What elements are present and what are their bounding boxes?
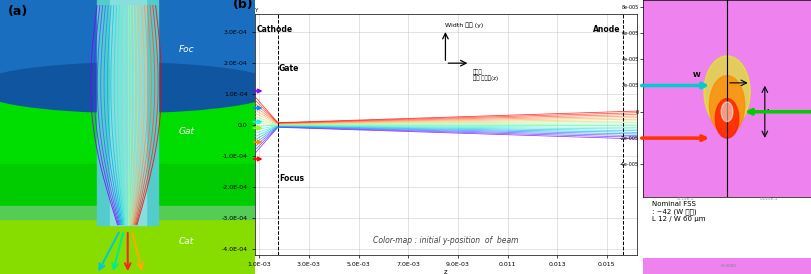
Bar <box>97 0 158 225</box>
Text: -0.15e-3: -0.15e-3 <box>676 197 693 201</box>
Text: Focus: Focus <box>279 175 304 183</box>
Text: L: L <box>766 109 770 114</box>
Text: Color-map : initial y-position  of  beam: Color-map : initial y-position of beam <box>373 236 519 245</box>
Text: ~0.0000: ~0.0000 <box>718 264 736 268</box>
Text: Width 방향 (y): Width 방향 (y) <box>445 22 483 28</box>
Ellipse shape <box>0 63 281 112</box>
Text: Anode: Anode <box>593 25 620 34</box>
Ellipse shape <box>704 56 750 128</box>
Text: Cat: Cat <box>178 237 194 246</box>
Text: Nominal FSS
: ~42 (W 기준)
L 12 / W 60 μm: Nominal FSS : ~42 (W 기준) L 12 / W 60 μm <box>651 201 705 222</box>
Bar <box>109 0 146 225</box>
Text: Y: Y <box>254 8 257 13</box>
Ellipse shape <box>715 99 739 138</box>
Bar <box>0 82 255 170</box>
Ellipse shape <box>721 102 733 122</box>
Text: W: W <box>693 72 700 78</box>
Text: (b): (b) <box>233 0 253 11</box>
Text: Foc: Foc <box>178 45 195 54</box>
Text: 전자충
중심 축방향(z): 전자충 중심 축방향(z) <box>473 69 498 81</box>
X-axis label: z: z <box>444 269 448 274</box>
Text: Gate: Gate <box>279 64 299 73</box>
Bar <box>0 0 255 88</box>
Bar <box>0 208 255 274</box>
Ellipse shape <box>710 76 744 135</box>
Text: (a): (a) <box>7 5 28 18</box>
Text: Gat: Gat <box>178 127 195 136</box>
Bar <box>0 206 255 219</box>
Text: Cathode: Cathode <box>257 25 293 34</box>
Bar <box>0 164 255 214</box>
Text: 0.015e-3: 0.015e-3 <box>760 197 779 201</box>
